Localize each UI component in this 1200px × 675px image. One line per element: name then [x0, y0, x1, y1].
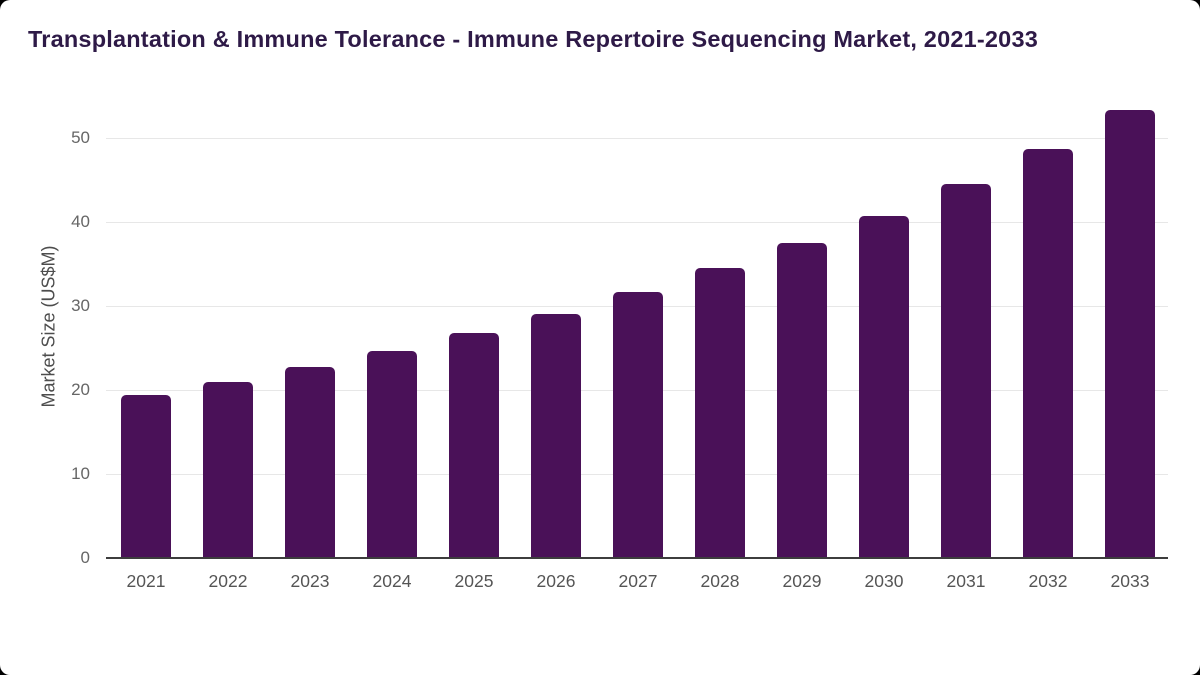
x-tick-label-2025: 2025 — [454, 571, 494, 591]
x-tick-label-2022: 2022 — [208, 571, 248, 591]
bar-2033[interactable] — [1105, 110, 1155, 558]
chart-title: Transplantation & Immune Tolerance - Imm… — [28, 26, 1038, 52]
x-tick-label-2021: 2021 — [126, 571, 166, 591]
footer: https://www.grandviewresearch.com/horizo… — [0, 611, 1200, 675]
x-tick-label-2031: 2031 — [946, 571, 986, 591]
bar-2025[interactable] — [449, 333, 499, 558]
y-tick-label-0: 0 — [80, 548, 90, 567]
bar-2032[interactable] — [1023, 149, 1073, 558]
x-tick-label-2023: 2023 — [290, 571, 330, 591]
y-tick-label-50: 50 — [71, 128, 90, 147]
x-tick-label-2028: 2028 — [700, 571, 740, 591]
bar-2029[interactable] — [777, 243, 827, 558]
x-tick-label-2033: 2033 — [1110, 571, 1150, 591]
bar-2024[interactable] — [367, 351, 417, 558]
y-tick-label-20: 20 — [71, 380, 90, 399]
x-tick-label-2030: 2030 — [864, 571, 904, 591]
bar-2026[interactable] — [531, 314, 581, 558]
bar-2031[interactable] — [941, 184, 991, 558]
x-tick-label-2032: 2032 — [1028, 571, 1068, 591]
bar-2021[interactable] — [121, 395, 171, 558]
x-tick-label-2026: 2026 — [536, 571, 576, 591]
bar-2022[interactable] — [203, 382, 253, 558]
bar-2023[interactable] — [285, 367, 335, 558]
x-axis-line — [106, 557, 1168, 559]
y-tick-label-40: 40 — [71, 212, 90, 231]
gridline-y50 — [106, 137, 1168, 139]
y-tick-label-30: 30 — [71, 296, 90, 315]
bar-2027[interactable] — [613, 292, 663, 558]
y-tick-label-10: 10 — [71, 464, 90, 483]
x-tick-label-2024: 2024 — [372, 571, 412, 591]
gridline-y40 — [106, 221, 1168, 223]
x-tick-label-2027: 2027 — [618, 571, 658, 591]
bar-2030[interactable] — [859, 216, 909, 558]
x-tick-label-2029: 2029 — [782, 571, 822, 591]
bar-2028[interactable] — [695, 268, 745, 558]
